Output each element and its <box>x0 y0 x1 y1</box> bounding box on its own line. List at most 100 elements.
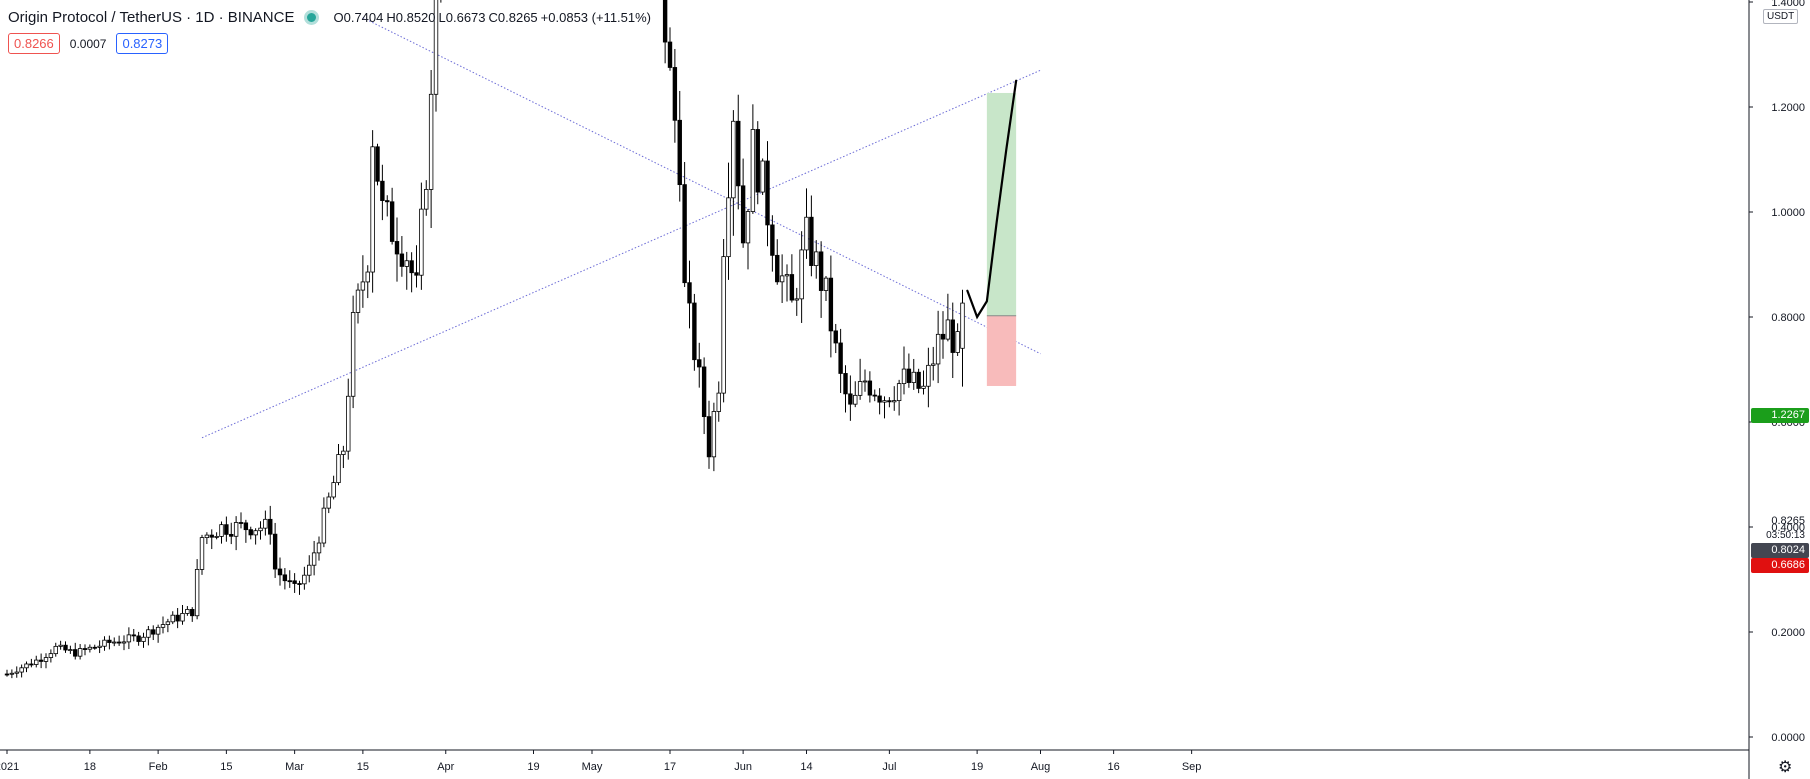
candle-body <box>29 663 34 666</box>
candle-body <box>73 649 78 657</box>
x-tick-label: Aug <box>1031 761 1051 773</box>
candle-body <box>906 368 912 383</box>
x-tick-label: 19 <box>527 761 539 773</box>
candle-body <box>302 574 307 585</box>
candle-body <box>428 93 434 190</box>
candle-body <box>399 253 405 267</box>
candle-body <box>838 342 843 374</box>
candle-body <box>896 383 902 402</box>
market-status-icon <box>304 9 320 25</box>
candle-body <box>799 249 804 300</box>
candle-body <box>116 641 122 644</box>
candle-body <box>199 537 205 570</box>
currency-badge[interactable]: USDT <box>1763 9 1799 24</box>
candle-body <box>331 482 336 498</box>
settings-gear-icon[interactable]: ⚙ <box>1778 759 1793 776</box>
candle-body <box>794 298 799 301</box>
candle-body <box>760 160 765 193</box>
candle-body <box>4 673 10 676</box>
candle-body <box>24 663 29 669</box>
candle-body <box>209 534 214 538</box>
candle-body <box>370 146 375 273</box>
candle-body <box>53 645 58 655</box>
candle-body <box>43 657 49 662</box>
candle-body <box>9 672 15 675</box>
open-value: O0.7404 <box>333 9 384 25</box>
candle-body <box>375 146 380 182</box>
candle-body <box>857 381 863 396</box>
candle-body <box>662 0 668 43</box>
x-tick-label: 2021 <box>0 761 19 773</box>
candle-body <box>307 564 312 576</box>
x-tick-label: Jul <box>882 761 896 773</box>
candle-body <box>775 254 780 283</box>
candle-body <box>867 380 873 396</box>
candle-body <box>409 260 414 274</box>
y-tick-label: 1.4000 <box>1771 0 1805 9</box>
candle-body <box>862 380 868 383</box>
symbol-title[interactable]: Origin Protocol / TetherUS · 1D · BINANC… <box>8 8 295 26</box>
candle-body <box>297 583 302 585</box>
candle-body <box>185 609 190 614</box>
candle-body <box>253 530 258 536</box>
candle-body <box>706 416 712 458</box>
y-tick-label: 0.0000 <box>1771 732 1805 744</box>
candle-body <box>424 189 429 210</box>
candle-body <box>263 518 268 529</box>
candle-body <box>268 518 273 535</box>
candle-body <box>170 614 175 623</box>
candle-body <box>687 282 692 304</box>
candle-body <box>404 260 409 267</box>
candle-body <box>804 216 809 251</box>
candle-body <box>872 394 877 397</box>
sell-button[interactable]: 0.8266 <box>8 33 60 54</box>
candle-body <box>238 522 244 524</box>
candle-body <box>901 368 907 385</box>
candle-body <box>389 201 395 242</box>
symbol-header: Origin Protocol / TetherUS · 1D · BINANC… <box>8 6 651 28</box>
y-tick-label: 0.2000 <box>1771 627 1805 639</box>
candle-body <box>321 507 327 544</box>
change-value: +0.0853 (+11.51%) <box>540 9 652 25</box>
candle-body <box>945 319 951 340</box>
candle-body <box>277 568 283 576</box>
candle-body <box>204 534 210 539</box>
candle-body <box>745 211 751 244</box>
candle-body <box>789 274 795 301</box>
candle-body <box>68 649 73 651</box>
close-value: C0.8265 <box>488 9 538 25</box>
x-tick-label: 16 <box>1108 761 1120 773</box>
y-tick-label: 1.0000 <box>1771 207 1805 219</box>
x-tick-label: Feb <box>149 761 168 773</box>
candle-body <box>258 527 263 532</box>
candle-body <box>141 636 146 642</box>
candle-body <box>911 371 916 383</box>
candle-body <box>677 119 682 186</box>
x-tick-label: 17 <box>664 761 676 773</box>
candle-body <box>160 624 166 628</box>
candle-body <box>940 333 946 340</box>
buy-button[interactable]: 0.8273 <box>116 33 169 54</box>
candle-body <box>34 659 39 665</box>
candle-body <box>48 653 54 658</box>
candle-body <box>828 277 834 332</box>
candle-body <box>877 395 882 403</box>
candle-body <box>823 277 829 291</box>
candlesticks <box>4 0 965 679</box>
x-tick-label: May <box>582 761 603 773</box>
candle-body <box>755 129 760 193</box>
candle-body <box>121 641 127 644</box>
candle-body <box>248 529 253 536</box>
candle-body <box>92 646 97 649</box>
candle-body <box>224 524 229 535</box>
candle-body <box>692 302 697 361</box>
last-price-label: 0.8265 <box>1771 515 1805 527</box>
candle-body <box>346 395 351 452</box>
candle-body <box>887 400 892 403</box>
candle-body <box>233 522 239 537</box>
candle-body <box>433 0 439 95</box>
candle-body <box>316 542 322 554</box>
candle-body <box>350 312 356 397</box>
